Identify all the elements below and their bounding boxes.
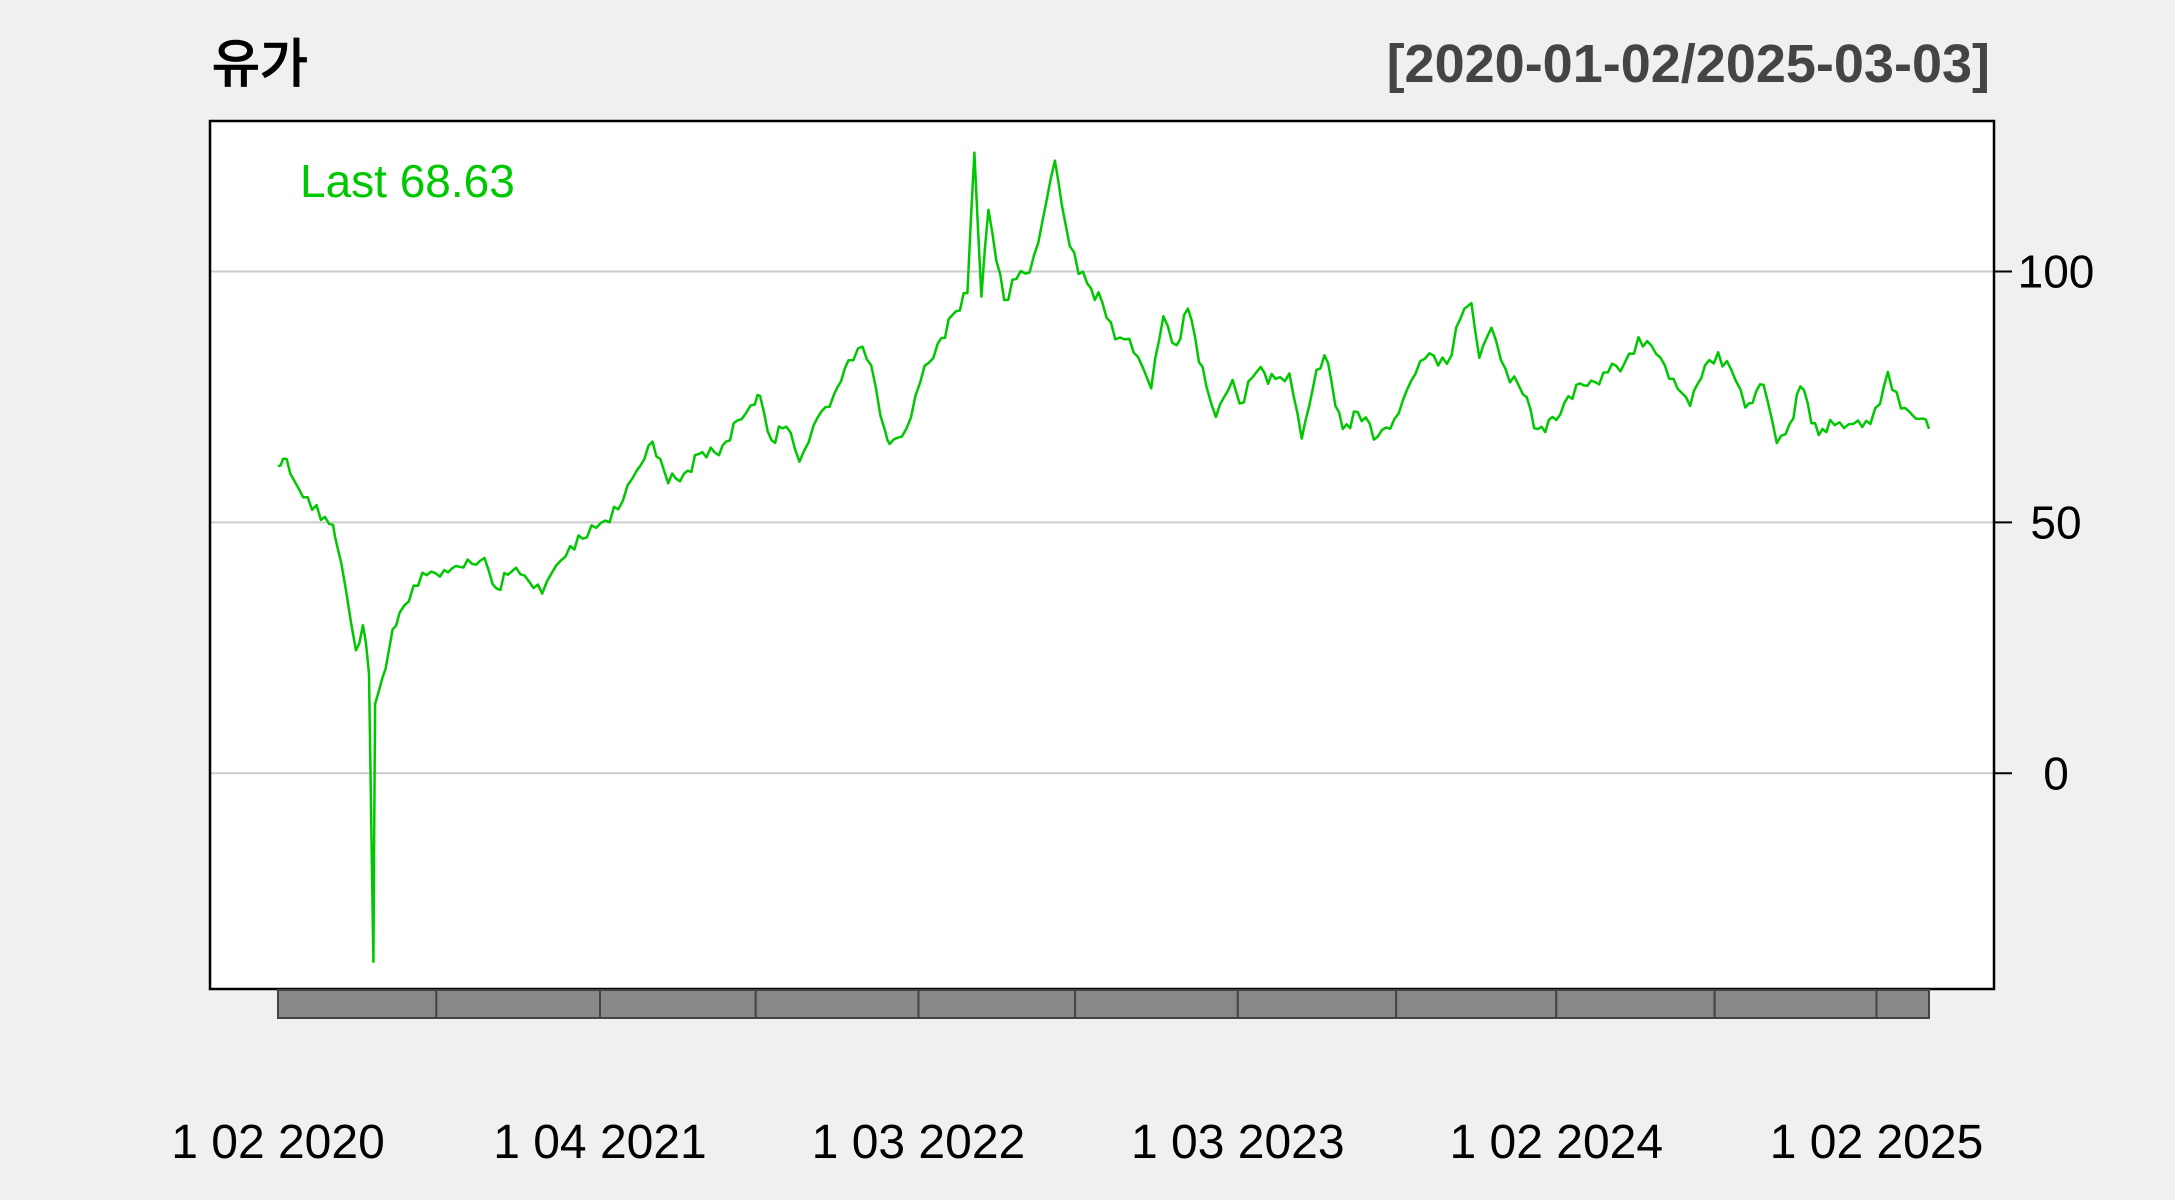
time-band-segment [435, 989, 601, 1019]
plot-area [210, 121, 1994, 989]
y-tick-label: 100 [2018, 246, 2095, 298]
time-band-segment [1236, 989, 1398, 1019]
date-range-label: [2020-01-02/2025-03-03] [1387, 34, 1990, 94]
x-tick-label: 1 02 2025 [1770, 1116, 1984, 1169]
time-band-segment [754, 989, 920, 1019]
time-band-segment [598, 989, 757, 1019]
last-value-label: Last 68.63 [300, 155, 515, 207]
price-series-line [277, 151, 1931, 964]
time-band-strip [277, 989, 1931, 1019]
time-band-segment [1875, 989, 1931, 1019]
x-tick-label: 1 02 2020 [171, 1116, 385, 1169]
time-band-segment [917, 989, 1077, 1019]
x-tick-label: 1 04 2021 [493, 1116, 707, 1169]
time-band-segment [1555, 989, 1716, 1019]
grid-lines-inner [210, 270, 1994, 775]
y-tick-label: 0 [2043, 747, 2069, 799]
y-tick-label: 50 [2030, 496, 2081, 548]
x-tick-label: 1 03 2022 [812, 1116, 1026, 1169]
chart-title: 유가 [212, 35, 308, 95]
time-band-segment [1074, 989, 1239, 1019]
time-band-segment [277, 989, 438, 1019]
x-tick-label: 1 03 2023 [1131, 1116, 1345, 1169]
x-axis: 1 02 2020 1 04 2021 1 03 2022 1 03 2023 1 02… [171, 1116, 1983, 1169]
time-band-segment [1395, 989, 1558, 1019]
time-band-segment [1713, 989, 1878, 1019]
y-axis: 0 50 100 [1994, 246, 2095, 799]
x-tick-label: 1 02 2024 [1450, 1116, 1664, 1169]
